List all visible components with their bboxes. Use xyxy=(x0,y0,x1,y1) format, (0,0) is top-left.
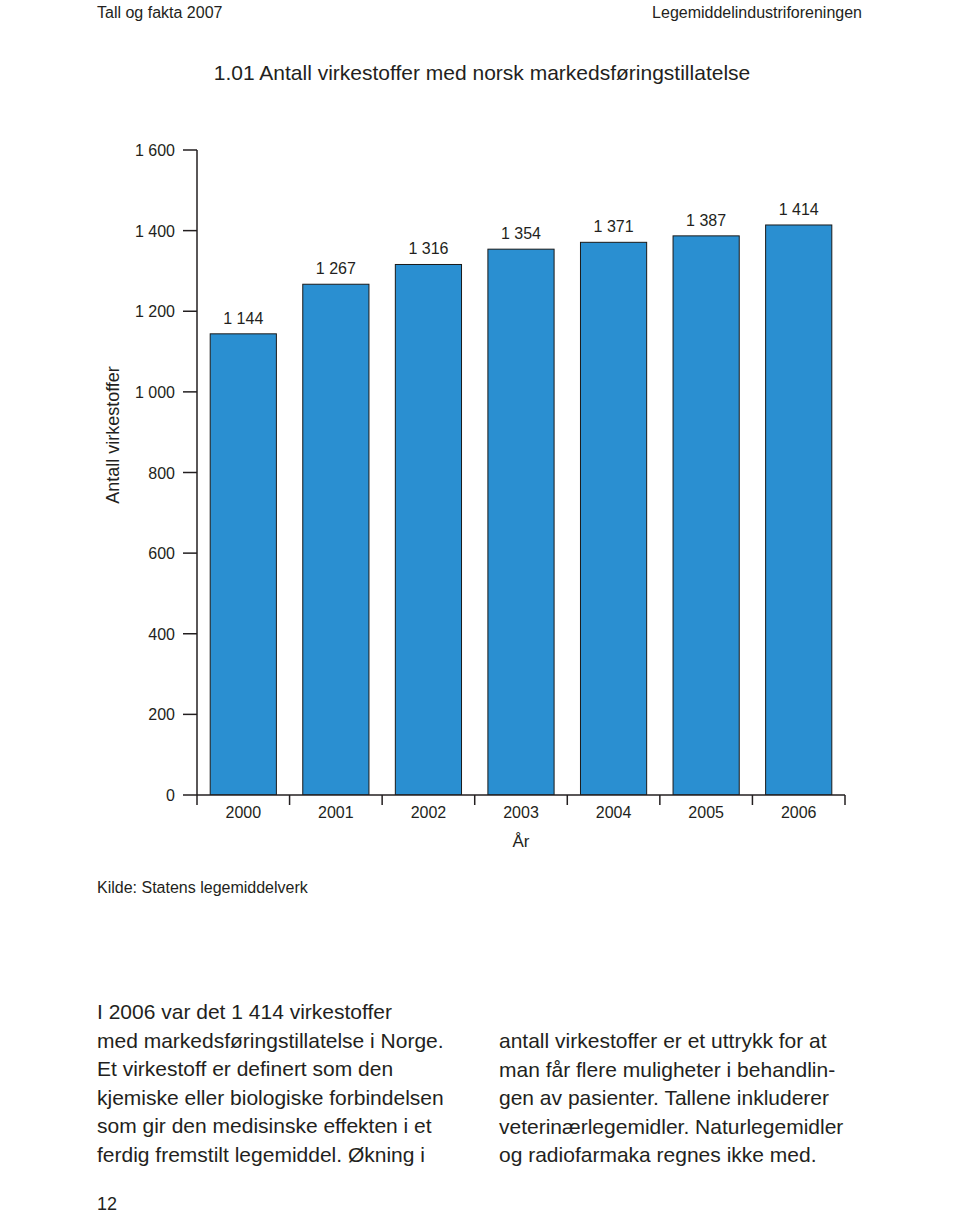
chart-title: 1.01 Antall virkestoffer med norsk marke… xyxy=(214,61,751,84)
y-tick-label: 400 xyxy=(148,626,175,643)
body-text: som gir den medisinske effekten i et xyxy=(97,1114,432,1137)
y-tick-label: 800 xyxy=(148,465,175,482)
y-axis-label: Antall virkestoffer xyxy=(103,366,123,504)
bar xyxy=(395,264,461,795)
body-text: antall virkestoffer er et uttrykk for at xyxy=(499,1029,827,1052)
x-band-tick xyxy=(196,795,198,805)
header-left: Tall og fakta 2007 xyxy=(97,4,223,21)
x-band-tick xyxy=(844,795,846,805)
x-band-tick xyxy=(381,795,383,805)
bars xyxy=(210,225,832,795)
body-text: kjemiske eller biologiske forbindelsen xyxy=(97,1086,444,1109)
y-tick xyxy=(183,230,197,232)
data-label: 1 387 xyxy=(686,212,726,229)
x-tick-label: 2003 xyxy=(503,804,539,821)
x-axis-line xyxy=(197,794,845,796)
data-label: 1 371 xyxy=(594,218,634,235)
y-tick-label: 1 200 xyxy=(135,303,175,320)
bar xyxy=(210,334,276,795)
x-tick-label: 2005 xyxy=(688,804,724,821)
y-tick xyxy=(183,633,197,635)
x-axis-label: År xyxy=(513,832,530,851)
y-tick xyxy=(183,794,197,796)
x-tick-label: 2000 xyxy=(225,804,261,821)
data-label: 1 267 xyxy=(316,260,356,277)
x-tick-label: 2001 xyxy=(318,804,354,821)
bar xyxy=(303,284,369,795)
y-tick xyxy=(183,472,197,474)
x-tick-label: 2006 xyxy=(781,804,817,821)
x-band-tick xyxy=(474,795,476,805)
x-tick-label: 2002 xyxy=(411,804,447,821)
x-band-tick xyxy=(567,795,569,805)
page-root: Tall og fakta 2007 Legemiddelindustrifore… xyxy=(0,0,960,1213)
y-tick-label: 600 xyxy=(148,545,175,562)
data-label: 1 354 xyxy=(501,225,541,242)
source: Kilde: Statens legemiddelverk xyxy=(97,879,309,896)
bar xyxy=(488,249,554,795)
y-tick xyxy=(183,149,197,151)
y-tick-label: 1 400 xyxy=(135,223,175,240)
y-tick xyxy=(183,714,197,716)
page-number: 12 xyxy=(97,1194,117,1213)
data-label: 1 414 xyxy=(779,201,819,218)
y-tick-label: 1 000 xyxy=(135,384,175,401)
data-label: 1 144 xyxy=(223,310,263,327)
header-right: Legemiddelindustriforeningen xyxy=(652,4,862,21)
y-tick xyxy=(183,391,197,393)
body-text: I 2006 var det 1 414 virkestoffer xyxy=(97,1000,392,1023)
body-text: man får flere muligheter i behandlin- xyxy=(499,1058,835,1081)
body-text: ferdig fremstilt legemiddel. Økning i xyxy=(97,1143,425,1166)
body-text: med markedsføringstillatelse i Norge. xyxy=(97,1029,444,1052)
y-tick-label: 200 xyxy=(148,706,175,723)
body-text: veterinærlegemidler. Naturlegemidler xyxy=(499,1115,843,1138)
body-text: gen av pasienter. Tallene inkluderer xyxy=(499,1086,829,1109)
body-text: og radiofarmaka regnes ikke med. xyxy=(499,1143,817,1166)
body-text: Et virkestoff er definert som den xyxy=(97,1057,393,1080)
bar xyxy=(673,236,739,795)
x-tick-label: 2004 xyxy=(596,804,632,821)
data-label: 1 316 xyxy=(408,240,448,257)
bar xyxy=(766,225,832,795)
x-band-tick xyxy=(752,795,754,805)
x-band-tick xyxy=(289,795,291,805)
bar xyxy=(580,242,646,795)
x-band-tick xyxy=(659,795,661,805)
y-tick-label: 1 600 xyxy=(135,142,175,159)
y-tick-label: 0 xyxy=(166,787,175,804)
y-tick xyxy=(183,552,197,554)
page-svg: Tall og fakta 2007 Legemiddelindustrifore… xyxy=(0,0,960,1213)
y-tick xyxy=(183,311,197,313)
